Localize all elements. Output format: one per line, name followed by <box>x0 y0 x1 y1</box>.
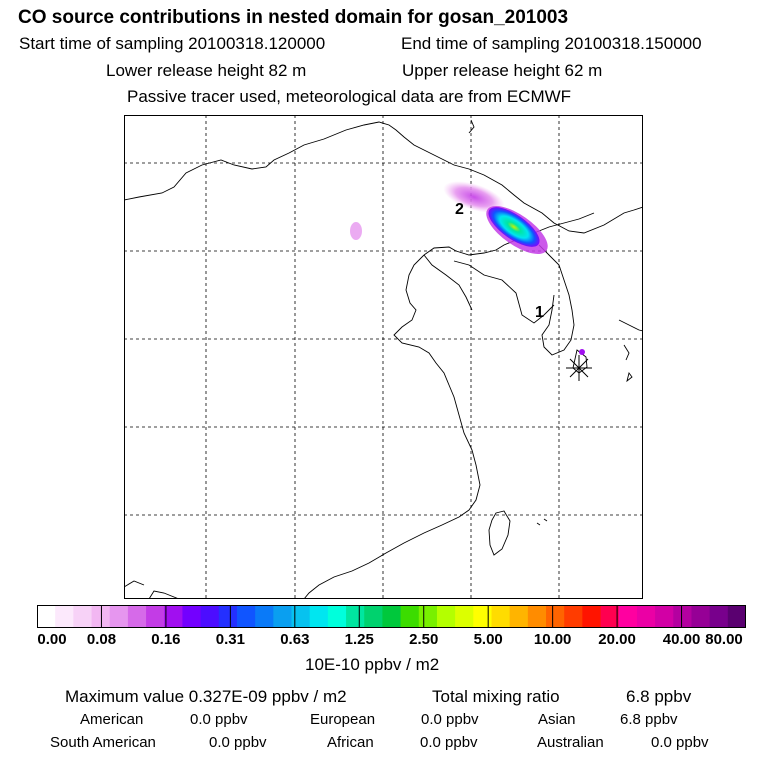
receptor-marker <box>566 355 592 381</box>
colorbar-cell <box>146 605 165 628</box>
colorbar-tick-label: 0.31 <box>215 631 245 648</box>
colorbar-cell <box>673 605 693 628</box>
colorbar-cell <box>127 605 147 628</box>
colorbar-cell <box>491 605 511 628</box>
colorbar-tick-label: 10.00 <box>533 631 572 648</box>
colorbar-cell <box>509 605 529 628</box>
upper-release-height: Upper release height 62 m <box>402 61 603 80</box>
colorbar-cell <box>436 605 456 628</box>
colorbar-tick-label: 0.63 <box>280 631 310 648</box>
colorbar <box>37 605 746 628</box>
colorbar-tick-label: 0.16 <box>151 631 181 648</box>
end-time: End time of sampling 20100318.150000 <box>401 34 702 53</box>
colorbar-cell <box>382 605 402 628</box>
colorbar-cell <box>236 605 256 628</box>
colorbar-cell <box>73 605 93 628</box>
colorbar-cell <box>655 605 674 628</box>
colorbar-cell <box>291 605 311 628</box>
colorbar-cell <box>582 605 602 628</box>
colorbar-cell <box>200 605 220 628</box>
colorbar-tick-label: 2.50 <box>409 631 439 648</box>
colorbar-tick-label: 80.00 <box>705 631 743 648</box>
region-value-european: 0.0 ppbv <box>421 711 479 728</box>
region-name-african: African <box>327 734 374 751</box>
site-label-2: 2 <box>455 201 464 218</box>
colorbar-cell <box>273 605 293 628</box>
colorbar-cell <box>546 605 565 628</box>
colorbar-cell <box>527 605 547 628</box>
colorbar-cell <box>364 605 384 628</box>
lower-release-height: Lower release height 82 m <box>106 61 307 80</box>
region-value-asian: 6.8 ppbv <box>620 711 678 728</box>
colorbar-cell <box>418 605 438 628</box>
colorbar-cell <box>182 605 202 628</box>
colorbar-cell <box>564 605 583 628</box>
map-frame <box>124 115 643 599</box>
colorbar-cell <box>600 605 620 628</box>
maximum-value: Maximum value 0.327E-09 ppbv / m2 <box>65 687 347 706</box>
colorbar-cell <box>164 605 184 628</box>
colorbar-cell <box>455 605 474 628</box>
colorbar-tick-label: 5.00 <box>473 631 503 648</box>
colorbar-tick-label: 20.00 <box>598 631 636 648</box>
region-name-european: European <box>310 711 376 728</box>
region-name-australian: Australian <box>537 734 604 751</box>
colorbar-cell <box>346 605 365 628</box>
map-panel: 2 1 <box>124 115 643 599</box>
start-time: Start time of sampling 20100318.120000 <box>19 34 326 53</box>
region-value-south-american: 0.0 ppbv <box>209 734 267 751</box>
colorbar-cell <box>55 605 74 628</box>
site-label-1: 1 <box>535 304 544 321</box>
colorbar-cell <box>37 605 56 628</box>
colorbar-cell <box>255 605 274 628</box>
taiwan <box>488 510 511 556</box>
colorbar-cell <box>727 605 746 628</box>
colorbar-cell <box>327 605 347 628</box>
colorbar-tick-label: 1.25 <box>344 631 374 648</box>
colorbar-cell <box>218 605 238 628</box>
total-mixing-ratio-value: 6.8 ppbv <box>626 687 692 706</box>
concentration-plume <box>350 181 585 355</box>
tracer-note: Passive tracer used, meteorological data… <box>127 87 572 106</box>
colorbar-unit: 10E-10 ppbv / m2 <box>305 655 440 674</box>
colorbar-cell <box>473 605 493 628</box>
region-name-south-american: South American <box>50 734 156 751</box>
colorbar-cell <box>400 605 420 628</box>
colorbar-tick-label: 0.00 <box>37 631 67 648</box>
region-value-american: 0.0 ppbv <box>190 711 248 728</box>
colorbar-cell <box>109 605 129 628</box>
colorbar-cell <box>618 605 638 628</box>
coastlines-and-borders <box>124 119 643 599</box>
colorbar-cell <box>691 605 711 628</box>
colorbar-cell <box>309 605 329 628</box>
region-value-australian: 0.0 ppbv <box>651 734 709 751</box>
region-name-american: American <box>80 711 144 728</box>
colorbar-cell <box>91 605 111 628</box>
colorbar-cell <box>709 605 729 628</box>
plot-title: CO source contributions in nested domain… <box>18 7 569 28</box>
colorbar-tick-label: 40.00 <box>662 631 701 648</box>
total-mixing-ratio-label: Total mixing ratio <box>432 687 560 706</box>
colorbar-tick-label: 0.08 <box>86 631 117 648</box>
colorbar-cell <box>636 605 656 628</box>
region-name-asian: Asian <box>538 711 576 728</box>
region-value-african: 0.0 ppbv <box>420 734 478 751</box>
